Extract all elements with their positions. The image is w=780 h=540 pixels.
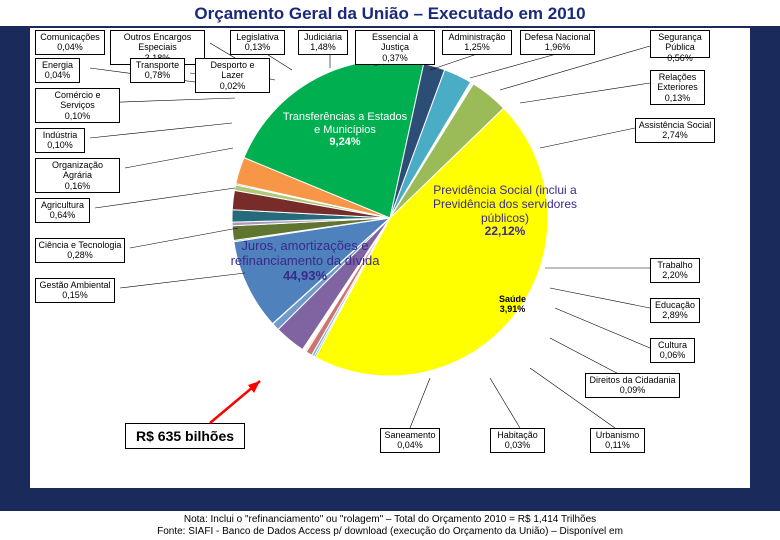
lbl-industria: Indústria0,10% — [35, 128, 85, 153]
lbl-transporte: Transporte0,78% — [130, 58, 185, 83]
lbl-legislativa: Legislativa0,13% — [230, 30, 285, 55]
lbl-administracao: Administração1,25% — [442, 30, 512, 55]
arrow-icon — [200, 373, 280, 428]
slice-label-previdencia: Previdência Social (inclui a Previdência… — [420, 183, 590, 240]
lbl-trabalho: Trabalho2,20% — [650, 258, 700, 283]
lbl-judiciaria: Judiciária1,48% — [298, 30, 348, 55]
page-title: Orçamento Geral da União – Executado em … — [0, 0, 780, 26]
lbl-defesa: Defesa Nacional1,96% — [520, 30, 595, 55]
lbl-saude: Saúde3,91% — [490, 293, 535, 316]
lbl-gestao-amb: Gestão Ambiental0,15% — [35, 278, 115, 303]
chart-container: Juros, amortizações e refinanciamento da… — [30, 28, 750, 488]
lbl-habitacao: Habitação0,03% — [490, 428, 545, 453]
lbl-comercio: Comércio e Serviços0,10% — [35, 88, 120, 123]
lbl-ciencia: Ciência e Tecnologia0,28% — [35, 238, 125, 263]
lbl-urbanismo: Urbanismo0,11% — [590, 428, 645, 453]
slice-label-juros: Juros, amortizações e refinanciamento da… — [220, 238, 390, 285]
lbl-relacoes-ext: Relações Exteriores0,13% — [650, 70, 705, 105]
slice-label-transferencias: Transferências a Estados e Municípios 9,… — [280, 110, 410, 150]
lbl-essencial-justica: Essencial à Justiça0,37% — [355, 30, 435, 65]
lbl-educacao: Educação2,89% — [650, 298, 700, 323]
lbl-cultura: Cultura0,06% — [650, 338, 695, 363]
lbl-seguranca: Segurança Pública0,56% — [650, 30, 710, 58]
lbl-comunicacoes: Comunicações0,04% — [35, 30, 105, 55]
lbl-energia: Energia0,04% — [35, 58, 80, 83]
lbl-agricultura: Agricultura0,64% — [35, 198, 90, 223]
lbl-direitos: Direitos da Cidadania0,09% — [585, 373, 680, 398]
lbl-assistencia: Assistência Social2,74% — [635, 118, 715, 143]
lbl-desporto: Desporto e Lazer0,02% — [195, 58, 270, 93]
leader-lines — [30, 28, 750, 488]
footer-note: Nota: Inclui o "refinanciamento" ou "rol… — [0, 509, 780, 540]
lbl-saneamento: Saneamento0,04% — [380, 428, 440, 453]
lbl-org-agraria: Organização Agrária0,16% — [35, 158, 120, 193]
